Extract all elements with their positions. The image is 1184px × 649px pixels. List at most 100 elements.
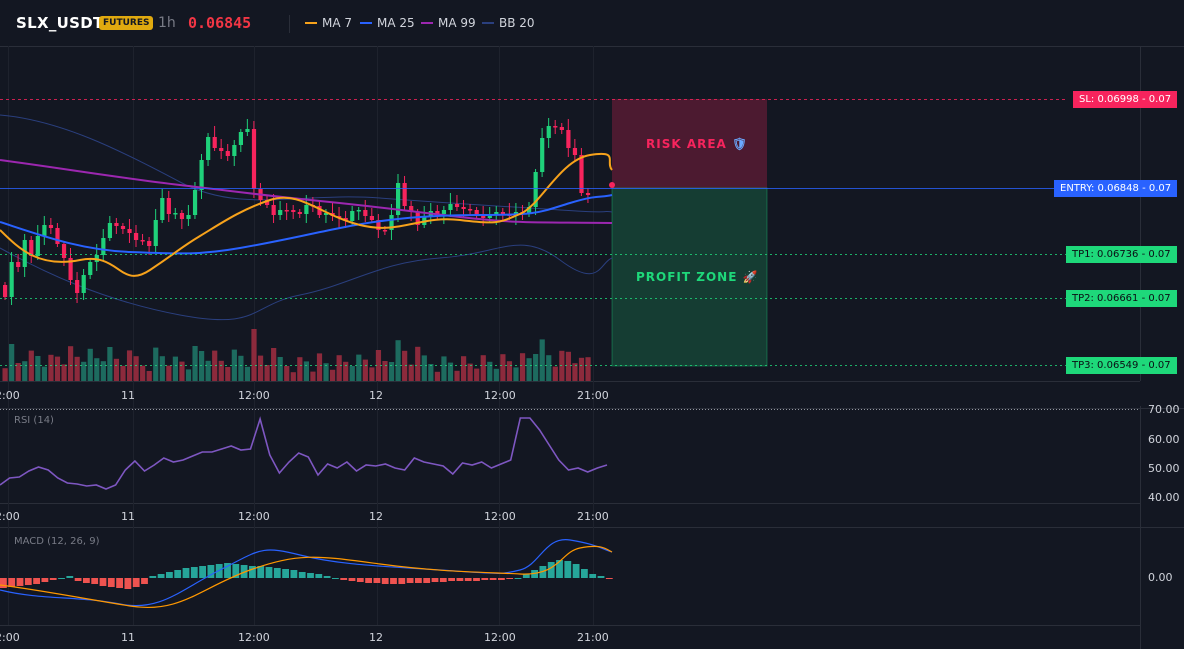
macd-hist-bar [83, 578, 90, 583]
macd-hist-bar [207, 565, 215, 578]
macd-title: MACD (12, 26, 9) [14, 536, 100, 547]
macd-hist-bar [564, 561, 572, 578]
macd-hist-bar [24, 578, 32, 585]
candle-body [369, 216, 374, 220]
x-tick: 12 [369, 389, 383, 402]
volume-bar [179, 361, 185, 381]
macd-hist-bar [456, 578, 464, 581]
candle-body [48, 225, 54, 228]
candle-body [474, 210, 479, 216]
tp3-tag[interactable]: TP3: 0.06549 - 0.07 [1066, 357, 1177, 374]
volume-bar [238, 355, 244, 381]
x-tick: 12 [369, 510, 383, 523]
macd-hist-bar [406, 578, 414, 583]
volume-bar [369, 367, 375, 381]
timeframe-label[interactable]: 1h [158, 15, 176, 31]
ma7-line [0, 152, 613, 277]
entry-tag[interactable]: ENTRY: 0.06848 - 0.07 [1054, 180, 1178, 197]
sl-tag[interactable]: SL: 0.06998 - 0.07 [1073, 91, 1178, 108]
volume-bar [415, 346, 421, 381]
candle-body [107, 223, 112, 238]
bb-upper [0, 114, 613, 213]
macd-hist-bar [597, 576, 605, 578]
x-tick: 21:00 [577, 510, 609, 523]
volume-bar [48, 354, 54, 381]
x-tick: 11 [121, 631, 135, 644]
risk-zone [612, 99, 767, 188]
candle-body [88, 262, 93, 275]
volume-bar [2, 368, 8, 381]
macd-hist-bar [8, 578, 16, 587]
macd-hist-bar [74, 578, 82, 581]
legend-bb20[interactable]: BB 20 [482, 16, 535, 30]
macd-hist-bar [581, 569, 588, 578]
rsi-pane [0, 416, 608, 490]
macd-hist-bar [298, 572, 306, 578]
tp1-tag[interactable]: TP1: 0.06736 - 0.07 [1066, 246, 1177, 263]
legend-ma99-label: MA 99 [438, 16, 476, 30]
candle-body [179, 213, 185, 219]
macd-hist-bar [473, 578, 480, 581]
volume-bar [336, 355, 342, 381]
volume-bar [454, 370, 460, 381]
legend-ma99[interactable]: MA 99 [421, 16, 476, 30]
x-tick: 12:00 [238, 510, 270, 523]
rsi-tick: 50.00 [1148, 462, 1180, 475]
legend-ma25[interactable]: MA 25 [360, 16, 415, 30]
candle-body [409, 206, 414, 212]
risk-area-label: RISK AREA 🛡 [646, 137, 748, 151]
volume-bar [493, 368, 499, 381]
legend-bb20-label: BB 20 [499, 16, 535, 30]
candle-body [199, 160, 204, 190]
bollinger-bands [0, 114, 613, 321]
candle-body [468, 209, 473, 211]
tp2-tag[interactable]: TP2: 0.06661 - 0.07 [1066, 290, 1177, 307]
legend-ma7[interactable]: MA 7 [305, 16, 352, 30]
macd-hist-bar [224, 563, 231, 578]
macd-hist-bar [290, 570, 298, 578]
volume-bar [461, 356, 467, 381]
macd-hist-bar [365, 578, 372, 583]
x-tick: 12 [369, 631, 383, 644]
volume-bar [388, 362, 395, 381]
candle-body [396, 183, 401, 215]
macd-hist-bar [166, 572, 173, 578]
volume-bar [126, 350, 133, 381]
candle-body [81, 275, 86, 293]
candle-body [271, 205, 276, 215]
macd-hist-bar [448, 578, 455, 581]
rsi-title: RSI (14) [14, 415, 54, 426]
volume-bar [533, 354, 539, 381]
macd-hist-bar [332, 578, 339, 579]
volume-bar [519, 353, 526, 381]
volume-bar [441, 356, 447, 381]
candle-body [127, 229, 132, 233]
volume-bar [140, 365, 146, 381]
volume-bar [500, 354, 506, 381]
candle-body [68, 258, 73, 280]
rsi-tick: 40.00 [1148, 491, 1180, 504]
candle-body [212, 137, 217, 148]
volume-bar [166, 365, 172, 381]
candle-body [22, 240, 27, 267]
candle-body [363, 210, 368, 216]
candle-body [238, 132, 243, 145]
candle-body [566, 130, 571, 148]
candle-body [389, 215, 394, 230]
candle-body [42, 225, 47, 236]
volume-bar [120, 365, 126, 381]
volume-bar [487, 361, 493, 381]
volume-bar [133, 356, 139, 381]
macd-hist-bar [381, 578, 389, 584]
volume-bar [382, 361, 388, 381]
macd-hist-bar [99, 578, 107, 586]
symbol-name[interactable]: SLX_USDT [16, 14, 104, 32]
volume-bar [421, 355, 427, 381]
candle-body [540, 138, 545, 172]
volume-bar [61, 364, 67, 381]
macd-hist-bar [149, 576, 157, 578]
candle-body [376, 220, 381, 230]
volume-bar [54, 356, 61, 381]
macd-hist-bar [16, 578, 24, 586]
